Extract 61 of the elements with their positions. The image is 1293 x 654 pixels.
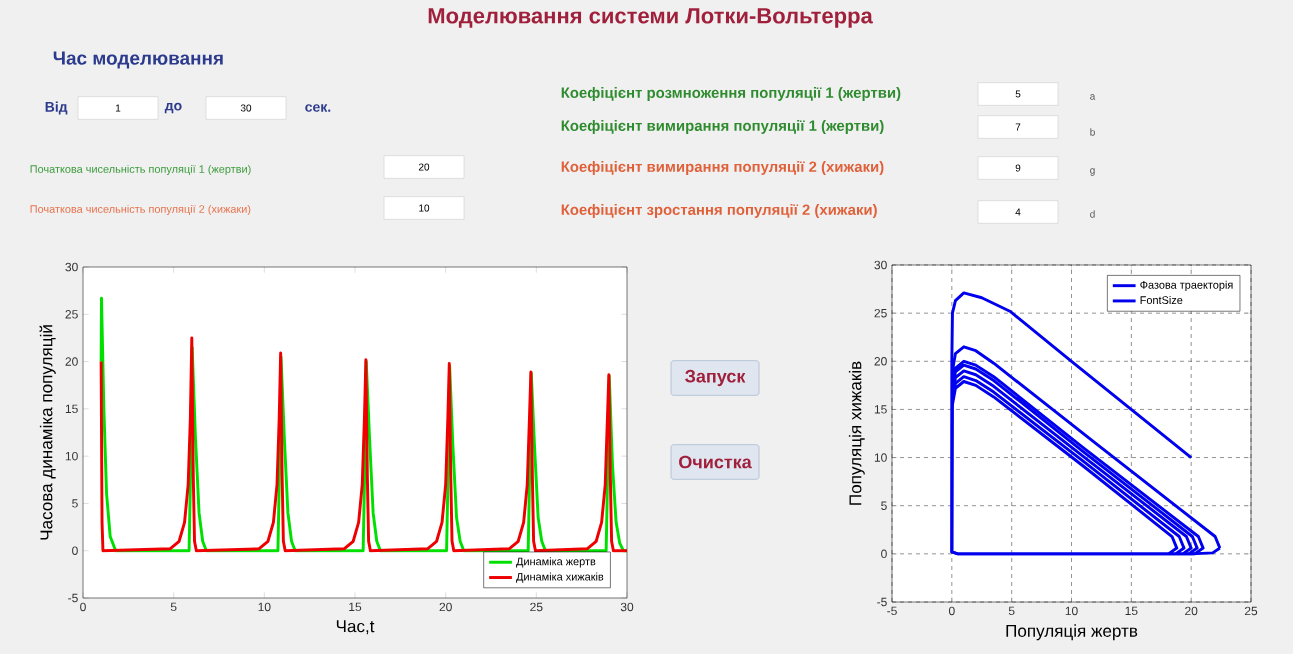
legend-label: Динаміка жертв (516, 557, 596, 568)
text: 10 (419, 204, 430, 212)
text: d (1090, 210, 1095, 218)
x-tick-label: 25 (1244, 606, 1258, 616)
text: Коефіцієнт розмноження популяції 1 (жертви) (561, 87, 901, 101)
x-axis-title: Час,t (336, 620, 375, 635)
y-tick-label: 0 (72, 546, 78, 555)
y-tick-label: 10 (874, 453, 887, 462)
y-axis-title: Популяція хижаків (848, 361, 865, 505)
text: Коефіцієнт вимирання популяції 2 (хижаки) (561, 161, 884, 175)
y-tick-label: 20 (65, 357, 78, 366)
x-tick-label: 20 (1185, 606, 1198, 616)
x-tick-label: 5 (170, 602, 177, 612)
y-tick-label: 10 (65, 451, 78, 461)
y-tick-label: -5 (68, 593, 78, 603)
text: Коефіцієнт вимирання популяції 1 (жертви) (561, 120, 884, 134)
text: Час моделювання (53, 51, 223, 69)
x-tick-label: 5 (1008, 606, 1015, 616)
text: 30 (240, 104, 252, 112)
y-tick-label: 25 (874, 308, 887, 318)
x-tick-label: 30 (620, 602, 634, 612)
text: 20 (418, 163, 430, 171)
text: b (1090, 128, 1095, 136)
y-tick-label: 15 (65, 404, 78, 414)
text: a (1090, 94, 1096, 100)
text: 7 (1015, 123, 1021, 131)
x-tick-label: 15 (1125, 606, 1138, 616)
x-tick-label: 10 (1065, 606, 1078, 616)
y-tick-label: 30 (65, 262, 78, 272)
x-tick-label: 0 (80, 602, 86, 612)
text: Від (45, 101, 68, 115)
y-tick-label: 0 (881, 549, 887, 559)
y-tick-label: 15 (874, 405, 887, 414)
y-tick-label: 30 (874, 260, 887, 270)
text: Очистка (679, 455, 752, 469)
text: Коефіцієнт зростання популяції 2 (хижаки) (561, 204, 877, 218)
text: 9 (1015, 164, 1021, 172)
x-axis-title: Популяція жертв (1006, 624, 1138, 641)
text: Початкова чисельність популяції 1 (жертви) (30, 164, 251, 176)
x-tick-label: 25 (530, 602, 543, 612)
text: сек. (305, 104, 331, 112)
y-tick-label: 5 (72, 499, 78, 508)
text: 5 (1015, 90, 1021, 98)
y-axis-title: Часова динаміка популяцій (39, 325, 56, 540)
legend-label: Фазова траекторія (1140, 280, 1233, 291)
text: Моделювання системи Лотки-Вольтерра (428, 8, 873, 28)
legend-label: FontSize (1140, 295, 1183, 304)
text: 4 (1015, 208, 1021, 216)
x-tick-label: 0 (948, 606, 955, 616)
x-tick-label: 20 (439, 602, 452, 612)
x-tick-label: 15 (349, 602, 362, 612)
x-tick-label: 10 (258, 602, 271, 612)
text: Початкова чисельність популяції 2 (хижаки) (30, 204, 251, 216)
legend-label: Динаміка хижаків (516, 572, 604, 583)
text: до (164, 102, 182, 114)
y-tick-label: 5 (881, 501, 887, 510)
text: g (1090, 168, 1095, 176)
y-tick-label: 20 (874, 357, 887, 366)
text: Запуск (685, 369, 746, 387)
y-tick-label: 25 (65, 310, 78, 319)
text: 1 (115, 104, 121, 112)
